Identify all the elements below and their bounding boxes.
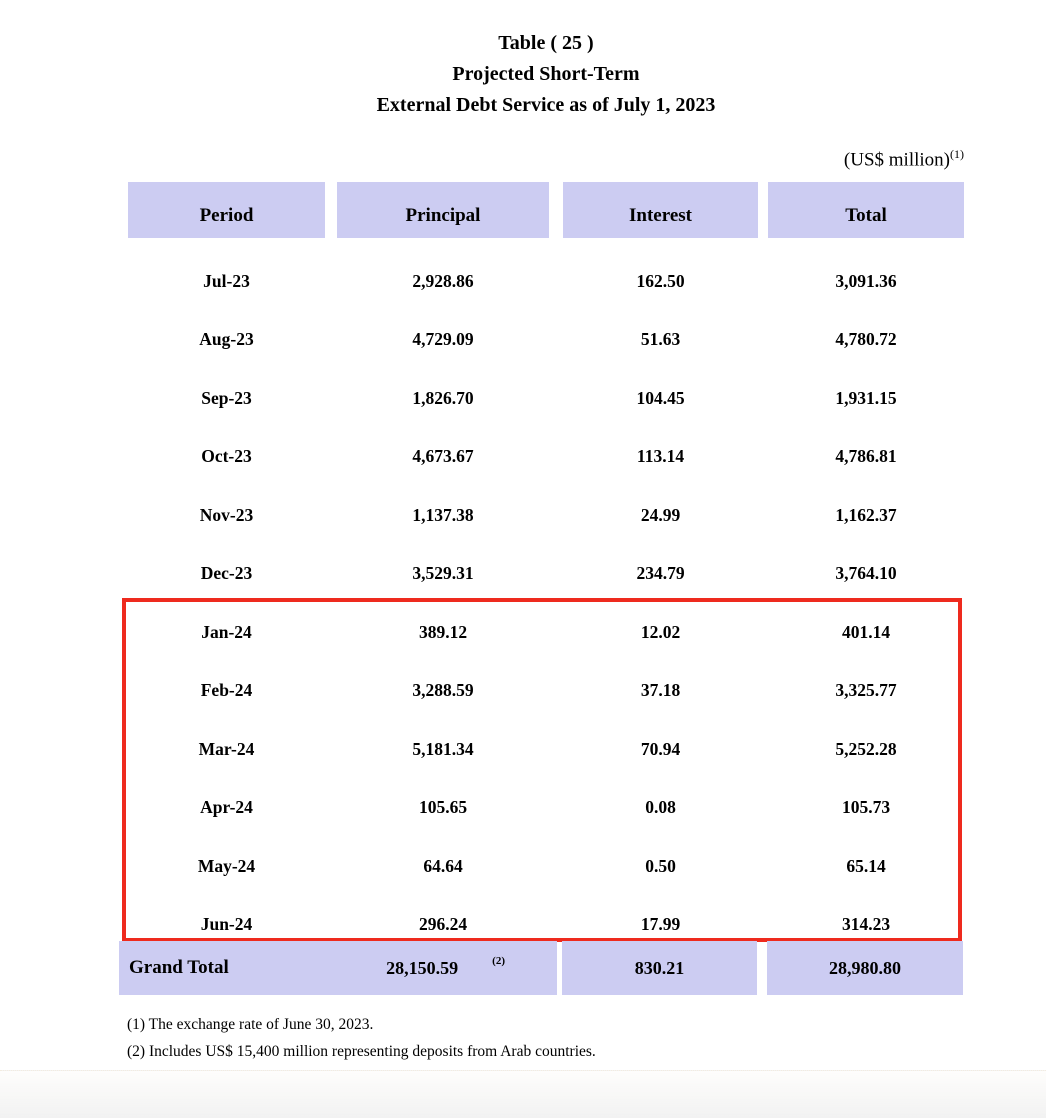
- title-line-2: Projected Short-Term: [452, 63, 640, 85]
- cell-principal: 389.12: [418, 621, 468, 642]
- table-title: Table ( 25 ) Projected Short-Term Extern…: [128, 28, 964, 121]
- cell-principal: 1,137.38: [412, 504, 474, 525]
- cell-total: 4,780.72: [835, 329, 897, 349]
- table-row: Jul-23 2,928.86 162.50 3,091.36: [128, 238, 964, 297]
- cell-total: 4,786.81: [835, 446, 897, 466]
- table-row: Apr-24 105.65 0.08 105.73: [128, 765, 964, 824]
- table-row: Dec-23 3,529.31 234.79 3,764.10: [128, 531, 964, 590]
- cell-total: 3,325.77: [835, 680, 897, 700]
- cell-principal: 64.64: [423, 855, 463, 876]
- unit-note-text: (US$ million): [843, 149, 950, 171]
- table-row: Nov-23 1,137.38 24.99 1,162.37: [128, 472, 964, 531]
- column-header-total: Total: [768, 182, 964, 238]
- grand-total-principal: 28,150.59: [386, 957, 459, 978]
- grand-total-total: 28,980.80: [767, 941, 963, 995]
- cell-principal: 296.24: [418, 914, 468, 934]
- cell-total: 105.73: [841, 797, 891, 817]
- cell-period: Aug-23: [199, 329, 254, 349]
- unit-note-footnote-ref: (1): [950, 147, 964, 161]
- footnote-2: (2) Includes US$ 15,400 million represen…: [127, 1042, 596, 1060]
- cell-period: Oct-23: [201, 446, 252, 466]
- cell-period: Sep-23: [201, 387, 252, 408]
- cell-total: 65.14: [846, 855, 886, 876]
- cell-interest: 104.45: [636, 387, 685, 408]
- cell-total: 3,091.36: [835, 270, 897, 291]
- cell-interest: 70.94: [640, 738, 681, 759]
- cell-interest: 113.14: [636, 446, 685, 466]
- cell-interest: 234.79: [636, 563, 685, 583]
- cell-total: 3,764.10: [835, 563, 897, 583]
- title-line-3: External Debt Service as of July 1, 2023: [376, 94, 716, 116]
- cell-principal: 4,673.67: [412, 446, 474, 466]
- column-header-principal: Principal: [337, 182, 549, 238]
- cell-total: 1,162.37: [835, 504, 897, 525]
- cell-period: Dec-23: [200, 563, 253, 583]
- cell-period: May-24: [197, 855, 256, 876]
- table-row: May-24 64.64 0.50 65.14: [128, 823, 964, 882]
- table-row: Oct-23 4,673.67 113.14 4,786.81: [128, 414, 964, 473]
- footnote-1: (1) The exchange rate of June 30, 2023.: [127, 1016, 374, 1033]
- table-header-row: Period Principal Interest Total: [128, 182, 964, 238]
- grand-total-interest: 830.21: [562, 941, 757, 995]
- cell-principal: 1,826.70: [412, 387, 474, 408]
- cell-total: 1,931.15: [835, 387, 897, 408]
- cell-period: Jan-24: [201, 621, 252, 642]
- cell-period: Feb-24: [200, 680, 253, 700]
- cell-principal: 3,288.59: [412, 680, 474, 700]
- table-row: Aug-23 4,729.09 51.63 4,780.72: [128, 297, 964, 356]
- cell-interest: 0.50: [645, 855, 676, 876]
- cell-interest: 24.99: [640, 504, 681, 525]
- grand-total-row-left: Grand Total 28,150.59 (2): [119, 941, 557, 995]
- unit-note: (US$ million)(1): [128, 147, 964, 171]
- cell-period: Nov-23: [199, 504, 254, 525]
- cell-principal: 5,181.34: [412, 738, 474, 759]
- column-header-period: Period: [128, 182, 325, 238]
- title-line-1: Table ( 25 ): [498, 32, 594, 54]
- column-header-interest: Interest: [563, 182, 758, 238]
- cell-total: 314.23: [841, 914, 891, 934]
- page-edge-shade: [0, 1070, 1046, 1118]
- cell-interest: 17.99: [640, 914, 681, 934]
- cell-interest: 37.18: [640, 680, 681, 700]
- cell-principal: 3,529.31: [412, 563, 474, 583]
- grand-total-footnote-ref: (2): [492, 955, 505, 967]
- table-row: Jun-24 296.24 17.99 314.23: [128, 882, 964, 941]
- footnotes: (1) The exchange rate of June 30, 2023. …: [127, 1012, 596, 1065]
- cell-interest: 162.50: [636, 270, 685, 291]
- cell-interest: 0.08: [645, 797, 676, 817]
- cell-principal: 2,928.86: [412, 270, 474, 291]
- cell-period: Mar-24: [198, 738, 255, 759]
- cell-interest: 51.63: [640, 329, 681, 349]
- grand-total-label: Grand Total: [129, 957, 229, 978]
- table-body: Jul-23 2,928.86 162.50 3,091.36 Aug-23 4…: [128, 238, 964, 940]
- cell-total: 5,252.28: [835, 738, 897, 759]
- cell-period: Apr-24: [200, 797, 253, 817]
- cell-principal: 4,729.09: [412, 329, 474, 349]
- table-row: Sep-23 1,826.70 104.45 1,931.15: [128, 355, 964, 414]
- cell-period: Jun-24: [200, 914, 253, 934]
- table-row: Feb-24 3,288.59 37.18 3,325.77: [128, 648, 964, 707]
- cell-total: 401.14: [841, 621, 891, 642]
- cell-period: Jul-23: [203, 270, 250, 291]
- cell-interest: 12.02: [640, 621, 681, 642]
- table-row: Jan-24 389.12 12.02 401.14: [128, 589, 964, 648]
- table-row: Mar-24 5,181.34 70.94 5,252.28: [128, 706, 964, 765]
- highlight-annotation-box: [122, 598, 962, 942]
- cell-principal: 105.65: [418, 797, 468, 817]
